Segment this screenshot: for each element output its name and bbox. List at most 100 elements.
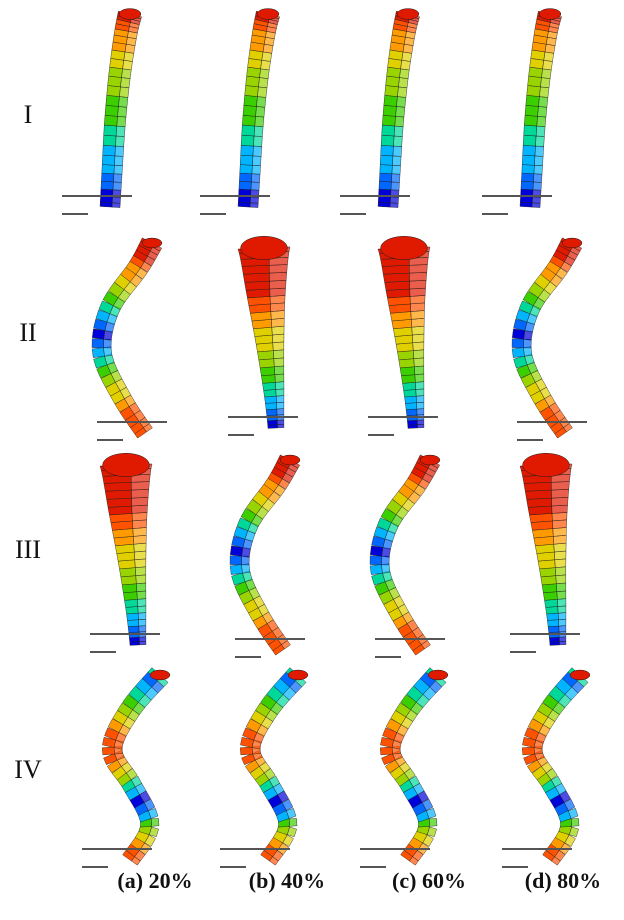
column-top-cap [561, 237, 583, 249]
column-element-side [531, 202, 541, 208]
column-element-front [380, 145, 394, 157]
column-element-side [407, 491, 421, 505]
column-element-front [405, 402, 417, 410]
column-element-front [523, 482, 552, 492]
solver-annotation-line [340, 213, 366, 215]
column-element-side [413, 484, 426, 497]
column-element-side [532, 196, 541, 204]
column-element-front [101, 172, 115, 183]
column-element-side [131, 504, 148, 514]
column-element-front [523, 124, 537, 137]
column-element-front [126, 612, 139, 621]
column-element-side [112, 196, 121, 204]
column-element-front [384, 280, 410, 291]
column-element-side [134, 850, 146, 862]
column-element-front [527, 75, 542, 88]
column-element-side [277, 424, 285, 429]
column-element-side [555, 574, 567, 584]
column-element-front [117, 559, 136, 570]
column-element-side [409, 295, 426, 305]
column-element-side [415, 388, 425, 397]
column-element-front [239, 172, 253, 183]
mode-shape-IV-4 [470, 660, 620, 885]
column-top-cap [569, 669, 591, 681]
column-element-side [417, 424, 425, 429]
column-element-side [268, 775, 281, 788]
column-element-front [129, 637, 140, 643]
column-element-side [391, 165, 401, 175]
column-element-front [521, 746, 535, 756]
column-element-front [243, 272, 270, 283]
column-element-front [102, 135, 117, 147]
column-element-side [267, 491, 281, 505]
column-element-front [525, 489, 552, 500]
column-element-side [554, 558, 567, 568]
column-top-cap [419, 454, 441, 466]
column-element-side [287, 826, 297, 838]
column-element-side [135, 267, 148, 280]
row-label-III: III [15, 535, 41, 564]
column-element-side [270, 302, 285, 312]
column-element-front [242, 115, 256, 127]
column-element-side [137, 612, 147, 620]
column-element-side [275, 395, 285, 403]
column-element-side [416, 408, 425, 416]
column-element-front [378, 195, 391, 204]
column-element-side [114, 155, 124, 166]
column-top-cap [287, 669, 309, 681]
column-element-front [397, 350, 415, 361]
column-element-side [412, 341, 425, 351]
column-element-front [239, 746, 253, 756]
column-element-front [241, 265, 270, 275]
column-element-side [539, 86, 550, 98]
mode-shape-IV-1 [50, 660, 200, 885]
solver-annotation-line [97, 439, 123, 441]
column-element-front [520, 195, 533, 204]
solver-annotation-line [97, 421, 167, 423]
column-element-side [535, 135, 545, 147]
column-element-side [273, 484, 286, 497]
column-element-front [264, 395, 277, 404]
column-element-front [520, 181, 534, 190]
column-element-side [144, 798, 156, 811]
column-element-front [106, 497, 132, 508]
column-element-side [131, 481, 150, 491]
solver-annotation-line [200, 195, 270, 197]
column-element-front [521, 164, 535, 174]
column-element-side [114, 145, 124, 157]
column-element-front [379, 172, 393, 183]
column-element-front [240, 155, 254, 166]
column-element-side [271, 325, 285, 336]
column-top-cap [279, 454, 301, 466]
column-element-side [119, 86, 130, 98]
column-element-front [528, 66, 543, 78]
mode-shape-II-2 [188, 233, 338, 458]
column-element-side [417, 419, 425, 425]
column-element-side [272, 333, 285, 343]
solver-annotation-line [375, 656, 401, 658]
column-element-side [286, 808, 297, 819]
column-element-side [126, 768, 138, 780]
column-element-side [258, 77, 269, 89]
column-element-side [551, 481, 570, 491]
column-element-front [381, 265, 410, 275]
column-element-side [133, 542, 147, 553]
column-element-side [564, 798, 576, 811]
column-element-side [428, 818, 438, 827]
column-element-front [259, 366, 276, 376]
column-element-side [411, 325, 425, 336]
column-element-front [265, 402, 277, 410]
column-element-front [239, 164, 253, 174]
column-element-side [133, 535, 147, 545]
column-element-side [540, 77, 551, 89]
column-element-side [260, 59, 271, 71]
column-element-side [394, 116, 405, 127]
column-element-front [103, 124, 117, 137]
column-element-side [131, 489, 149, 499]
column-element-side [269, 295, 286, 305]
column-element-front [245, 288, 271, 299]
column-element-front [257, 350, 275, 361]
column-element-side [118, 96, 129, 108]
column-element-side [426, 808, 437, 819]
